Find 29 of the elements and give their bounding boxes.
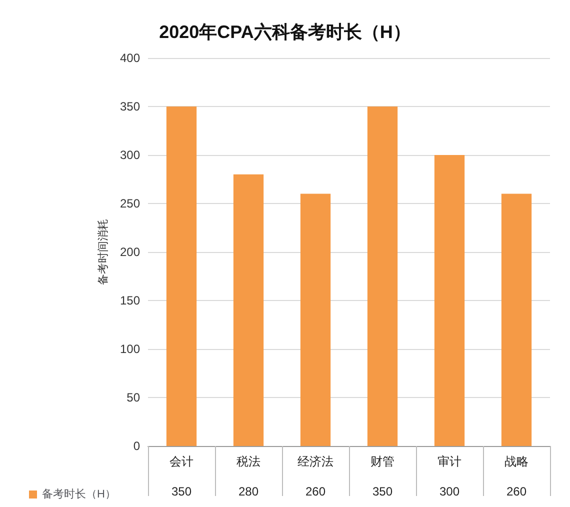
y-tick-label: 400 <box>120 51 140 65</box>
data-label: 350 <box>372 484 393 498</box>
data-label: 280 <box>238 484 259 498</box>
y-tick-label: 350 <box>120 100 140 114</box>
x-tick-label: 审计 <box>438 454 462 468</box>
bar <box>300 194 331 446</box>
x-tick-label: 战略 <box>504 454 528 468</box>
bar <box>434 155 465 446</box>
y-tick-label: 0 <box>133 439 140 453</box>
x-tick-label: 经济法 <box>298 454 334 468</box>
data-label: 300 <box>439 484 460 498</box>
data-label: 260 <box>305 484 326 498</box>
y-axis-title: 备考时间消耗 <box>96 219 110 285</box>
chart-title: 2020年CPA六科备考时长（H） <box>159 22 411 42</box>
x-tick-label: 税法 <box>236 454 260 468</box>
data-label: 260 <box>506 484 527 498</box>
y-tick-label: 200 <box>120 245 140 259</box>
bar <box>367 106 398 446</box>
x-tick-label: 会计 <box>170 454 194 468</box>
y-tick-label: 50 <box>126 390 140 404</box>
bar <box>233 174 264 446</box>
y-tick-label: 300 <box>120 148 140 162</box>
y-tick-label: 250 <box>120 196 140 210</box>
y-tick-label: 100 <box>120 342 140 356</box>
data-label: 350 <box>171 484 192 498</box>
bar <box>501 194 532 446</box>
bar <box>166 106 197 446</box>
y-tick-label: 150 <box>120 294 140 308</box>
x-tick-label: 财管 <box>370 454 394 468</box>
